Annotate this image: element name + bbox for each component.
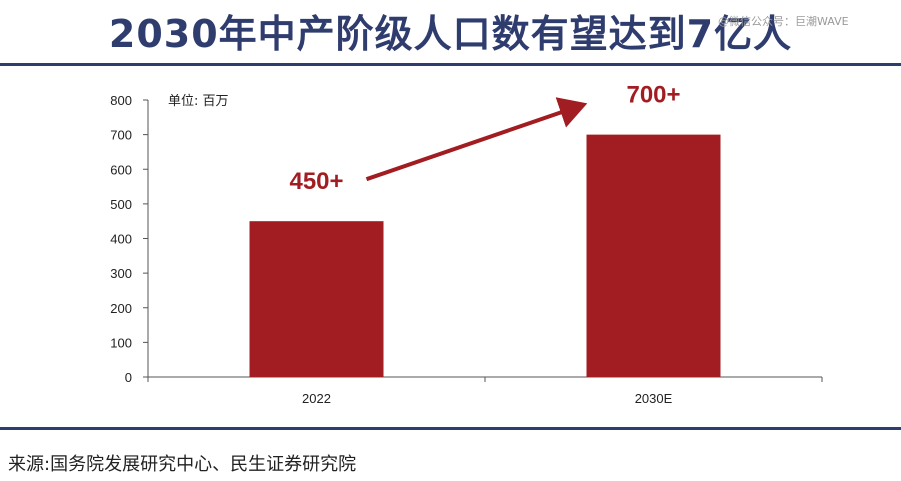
category-labels: 2022 2030E bbox=[302, 391, 673, 406]
x-category-label: 2030E bbox=[635, 391, 673, 406]
y-tick-label: 200 bbox=[110, 301, 132, 316]
x-category-label: 2022 bbox=[302, 391, 331, 406]
y-tick-label: 400 bbox=[110, 232, 132, 247]
data-label: 700+ bbox=[626, 82, 680, 109]
y-tick-label: 700 bbox=[110, 128, 132, 143]
bar bbox=[249, 221, 384, 377]
y-axis-ticks: 0 100 200 300 400 500 600 700 800 bbox=[110, 93, 148, 385]
bar bbox=[586, 134, 721, 377]
source-note: 来源:国务院发展研究中心、民生证券研究院 bbox=[8, 454, 357, 475]
unit-label: 单位: 百万 bbox=[168, 94, 229, 109]
data-labels: 450+ 700+ bbox=[289, 82, 680, 196]
page-title: 2030年中产阶级人口数有望达到7亿人 bbox=[108, 12, 793, 56]
y-tick-label: 500 bbox=[110, 197, 132, 212]
data-label: 450+ bbox=[289, 168, 343, 195]
bars-group bbox=[249, 134, 721, 377]
y-tick-label: 300 bbox=[110, 266, 132, 281]
y-tick-label: 100 bbox=[110, 335, 132, 350]
watermark: @微信公众号：巨潮WAVE bbox=[718, 15, 849, 28]
y-tick-label: 800 bbox=[110, 93, 132, 108]
footer-divider bbox=[0, 427, 901, 430]
y-tick-label: 0 bbox=[125, 370, 132, 385]
x-axis-tick-marks bbox=[147, 377, 823, 382]
title-divider bbox=[0, 63, 901, 66]
y-tick-label: 600 bbox=[110, 162, 132, 177]
trend-arrow bbox=[365, 97, 588, 182]
